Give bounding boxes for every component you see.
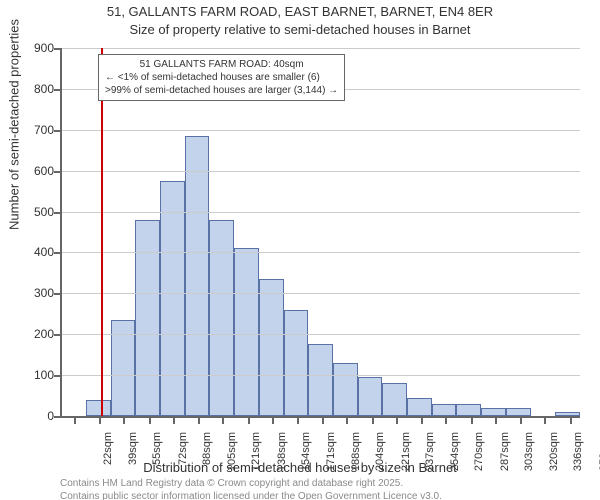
histogram-bar [209,220,234,416]
grid-line [62,375,580,376]
histogram-bar [506,408,531,416]
x-tick [123,418,125,424]
histogram-bar [407,398,432,416]
y-tick [54,48,60,50]
y-tick [54,171,60,173]
annotation-line2: ← <1% of semi-detached houses are smalle… [105,71,338,84]
x-tick [495,418,497,424]
footer-line1: Contains HM Land Registry data © Crown c… [60,478,442,491]
grid-line [62,293,580,294]
x-tick [520,418,522,424]
x-tick [248,418,250,424]
x-tick [222,418,224,424]
annotation-box: 51 GALLANTS FARM ROAD: 40sqm ← <1% of se… [98,54,345,101]
y-tick-label: 100 [14,368,54,382]
grid-line [62,171,580,172]
y-tick [54,89,60,91]
x-tick [471,418,473,424]
y-tick-label: 300 [14,286,54,300]
histogram-bar [456,404,481,416]
y-tick [54,334,60,336]
x-tick [346,418,348,424]
x-tick [99,418,101,424]
y-tick [54,375,60,377]
x-tick [272,418,274,424]
annotation-line3: >99% of semi-detached houses are larger … [105,84,338,97]
x-tick [173,418,175,424]
x-tick [396,418,398,424]
histogram-bar [358,377,383,416]
x-tick [297,418,299,424]
x-tick [421,418,423,424]
histogram-bar [86,400,111,416]
y-tick [54,252,60,254]
histogram-bar [160,181,185,416]
grid-line [62,130,580,131]
y-tick [54,130,60,132]
x-tick [570,418,572,424]
grid-line [62,334,580,335]
y-tick-label: 900 [14,41,54,55]
footer-line2: Contains public sector information licen… [60,491,442,500]
grid-line [62,48,580,49]
y-tick [54,212,60,214]
y-tick-label: 0 [14,409,54,423]
histogram-bar [185,136,210,416]
chart-container: 51, GALLANTS FARM ROAD, EAST BARNET, BAR… [0,0,600,500]
histogram-bar [333,363,358,416]
histogram-bar [284,310,309,416]
histogram-bar [234,248,259,416]
grid-line [62,252,580,253]
y-tick-label: 200 [14,327,54,341]
footer-text: Contains HM Land Registry data © Crown c… [60,478,442,500]
histogram-bar [259,279,284,416]
x-tick [544,418,546,424]
x-tick [372,418,374,424]
chart-title-line1: 51, GALLANTS FARM ROAD, EAST BARNET, BAR… [0,4,600,19]
x-tick [322,418,324,424]
x-tick [74,418,76,424]
y-tick [54,416,60,418]
y-tick-label: 600 [14,164,54,178]
y-tick [54,293,60,295]
histogram-bar [432,404,457,416]
x-tick [198,418,200,424]
reference-line [101,48,103,416]
grid-line [62,212,580,213]
chart-title-line2: Size of property relative to semi-detach… [0,22,600,37]
histogram-bar [481,408,506,416]
plot-area: 51 GALLANTS FARM ROAD: 40sqm ← <1% of se… [60,48,580,418]
x-axis-title: Distribution of semi-detached houses by … [0,460,600,475]
histogram-bar [555,412,580,416]
x-tick [149,418,151,424]
bars-group [62,48,580,416]
y-tick-label: 400 [14,245,54,259]
y-tick-label: 800 [14,82,54,96]
y-tick-label: 500 [14,205,54,219]
histogram-bar [135,220,160,416]
x-tick [445,418,447,424]
annotation-line1: 51 GALLANTS FARM ROAD: 40sqm [105,58,338,71]
histogram-bar [308,344,333,416]
y-tick-label: 700 [14,123,54,137]
histogram-bar [382,383,407,416]
